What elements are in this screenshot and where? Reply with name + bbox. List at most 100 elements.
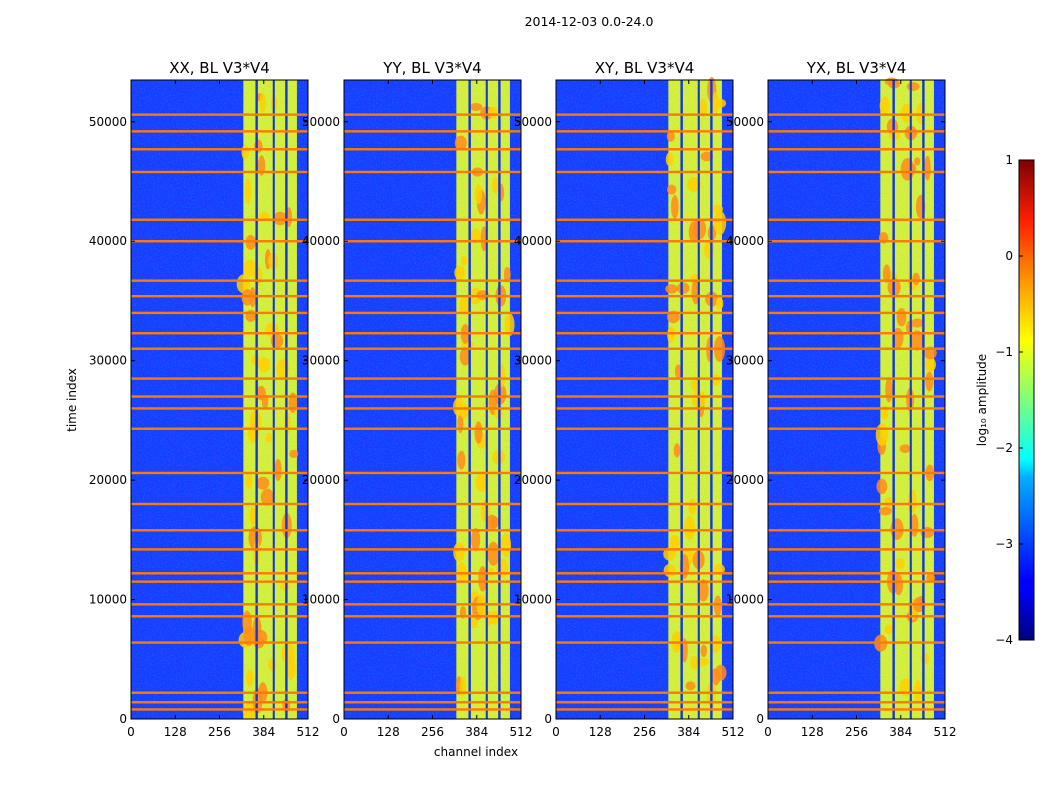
heatmap-panel-3: XY, BL V3*V4 0 128 256 384 512 0 10000 20000 3000… [514,59,745,739]
figure-suptitle: 2014-12-03 0.0-24.0 [525,14,654,29]
amplitude-blob [676,282,690,294]
flag-row [344,691,521,694]
flag-row [768,615,945,618]
y-tick-label: 40000 [302,234,340,248]
flag-row [768,427,945,430]
amplitude-blob [475,473,488,492]
flag-row [768,529,945,532]
flag-row [344,572,521,575]
amplitude-blob [920,653,930,665]
y-tick-label: 0 [332,712,340,726]
heatmap-panel-4: YX, BL V3*V4 0 128 256 384 512 0 10000 20000 3000… [726,59,957,739]
sub-band-gap [468,80,471,719]
flag-row [131,377,308,380]
flag-row [556,548,733,551]
amplitude-blob [487,106,499,119]
amplitude-blob [684,515,696,540]
flag-row [131,395,308,398]
sub-band-gap [710,80,713,719]
y-axis-label: time index [65,368,79,432]
flag-row [344,332,521,335]
flag-row [131,701,308,704]
flag-row [344,603,521,606]
y-tick-label: 40000 [89,234,127,248]
flag-row [344,502,521,506]
amplitude-blob [878,506,892,516]
y-tick-label: 40000 [514,234,552,248]
panel-title: XX, BL V3*V4 [169,59,270,77]
y-tick-label: 20000 [514,473,552,487]
flag-row [344,580,521,583]
amplitude-blob [910,318,925,328]
colorbar-tick-label: −3 [995,537,1013,551]
colorbar-tick-label: −4 [995,633,1013,647]
y-tick-label: 30000 [89,354,127,368]
y-tick-label: 20000 [302,473,340,487]
flag-row [344,170,521,174]
flag-row [556,332,733,335]
x-tick-label: 384 [889,725,912,739]
flag-row [768,279,945,282]
flag-row [768,218,945,221]
flag-row [131,471,308,475]
amplitude-blob [712,204,723,215]
flag-row [344,395,521,398]
amplitude-blob [454,265,466,281]
amplitude-blob [260,488,274,506]
flag-row [131,311,308,315]
amplitude-blob [690,656,699,670]
amplitude-blob [665,152,674,167]
amplitude-blob [899,444,911,454]
flag-row [556,701,733,704]
flag-row [768,708,945,711]
amplitude-blob [714,664,727,681]
amplitude-blob [713,210,727,235]
flag-row [131,130,308,133]
amplitude-blob [912,272,920,286]
flag-row [768,170,945,174]
amplitude-blob [906,82,920,91]
colorbar: 1 0 −1 −2 −3 −4 log₁₀ amplitude [975,153,1035,647]
flag-row [556,170,733,174]
y-tick-label: 20000 [726,473,764,487]
flag-row [768,130,945,133]
amplitude-blob [274,458,282,482]
amplitude-blob [884,624,894,635]
y-tick-label: 30000 [514,354,552,368]
amplitude-blob [469,228,482,244]
x-tick-label: 384 [677,725,700,739]
amplitude-blob [924,155,931,181]
flag-row [131,708,308,711]
flag-row [768,407,945,410]
amplitude-blob [257,155,266,176]
heatmap-panel-1: XX, BL V3*V4 0 128 256 384 512 0 10000 20000 3000… [89,59,320,739]
flag-row [768,377,945,380]
flag-row [768,603,945,606]
flag-row [344,148,521,151]
amplitude-blob [474,184,483,205]
flag-row [344,407,521,410]
amplitude-blob [907,489,917,514]
amplitude-blob [480,226,488,252]
amplitude-blob [242,702,257,720]
flag-row [344,311,521,315]
y-tick-label: 0 [119,712,127,726]
amplitude-blob [698,657,709,667]
x-tick-label: 0 [127,725,135,739]
flag-row [556,347,733,350]
flag-row [344,294,521,298]
amplitude-blob [241,289,254,306]
x-tick-label: 0 [552,725,560,739]
amplitude-blob [243,259,257,277]
amplitude-blob [666,184,677,195]
flag-row [768,294,945,298]
amplitude-blob [688,498,697,515]
amplitude-blob [663,563,676,578]
flag-row [344,701,521,704]
amplitude-blob [241,145,250,160]
amplitude-blob [471,527,481,552]
sub-band-gap [272,80,275,719]
flag-row [131,580,308,583]
flag-row [344,347,521,350]
flag-row [556,294,733,298]
